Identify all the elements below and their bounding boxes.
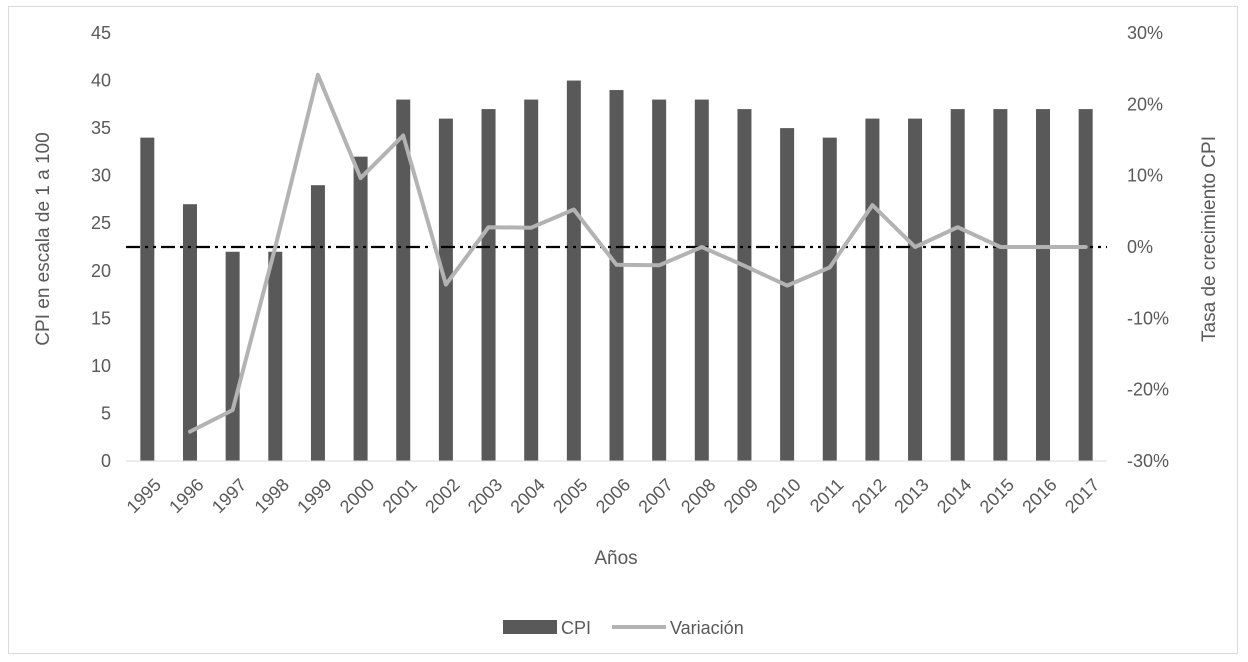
y-left-tick-label: 25 (91, 213, 111, 233)
x-tick-label: 2000 (336, 475, 378, 517)
y-left-tick-label: 5 (101, 403, 111, 423)
x-tick-label: 1999 (293, 475, 335, 517)
cpi-bar (1036, 109, 1051, 461)
y-left-tick-label: 35 (91, 118, 111, 138)
y-left-tick-label: 10 (91, 356, 111, 376)
y-left-tick-label: 40 (91, 71, 111, 91)
x-tick-label: 2017 (1061, 475, 1103, 517)
x-tick-label: 1997 (208, 475, 250, 517)
legend-variacion-label: Variación (670, 618, 744, 638)
y-right-tick-label: 30% (1127, 23, 1163, 43)
y-right-tick-label: 10% (1127, 166, 1163, 186)
cpi-bar (865, 118, 880, 461)
cpi-bar (780, 128, 795, 461)
x-tick-label: 2015 (976, 475, 1018, 517)
right-axis-ticks: -30% -20% -10% 0% 10% 20% 30% (1127, 23, 1169, 471)
y-left-axis-title: CPI en escala de 1 a 100 (33, 132, 54, 345)
y-right-tick-label: 0% (1127, 237, 1153, 257)
y-right-axis-title: Tasa de crecimiento CPI (1199, 136, 1220, 342)
x-axis-title: Años (594, 548, 637, 569)
x-tick-label: 2013 (890, 475, 932, 517)
cpi-bar (1078, 109, 1093, 461)
cpi-bar (993, 109, 1008, 461)
left-axis-ticks: 0 5 10 15 20 25 30 35 40 45 (91, 23, 111, 471)
x-axis-labels: 1995 1996 1997 1998 1999 2000 2001 2002 2003 2004… (123, 475, 1104, 517)
cpi-bar (822, 137, 837, 461)
cpi-bar (140, 137, 155, 461)
legend-cpi-label: CPI (561, 618, 591, 638)
cpi-bar (225, 251, 240, 461)
cpi-bar (310, 185, 325, 461)
x-tick-label: 2004 (506, 475, 548, 517)
x-tick-label: 2003 (464, 475, 506, 517)
chart-svg: 0 5 10 15 20 25 30 35 40 45 -30% -20% -10% 0% 10% 20% 3… (33, 23, 1220, 638)
cpi-bars (140, 80, 1093, 462)
cpi-bar (182, 204, 197, 461)
cpi-bar (396, 99, 411, 462)
cpi-bar (652, 99, 667, 462)
y-left-tick-label: 45 (91, 23, 111, 43)
x-tick-label: 2001 (379, 475, 421, 517)
x-tick-label: 1998 (251, 475, 293, 517)
x-tick-label: 2011 (806, 475, 848, 517)
x-tick-label: 2007 (634, 475, 676, 517)
cpi-bar (737, 109, 752, 461)
y-right-tick-label: 20% (1127, 94, 1163, 114)
cpi-bar (268, 251, 283, 461)
y-right-tick-label: -10% (1127, 308, 1169, 328)
cpi-bar (438, 118, 453, 461)
cpi-bar (481, 109, 496, 461)
cpi-bar (908, 118, 923, 461)
x-tick-label: 2009 (720, 475, 762, 517)
cpi-bar (694, 99, 709, 462)
y-left-tick-label: 30 (91, 166, 111, 186)
x-tick-label: 2002 (421, 475, 463, 517)
variacion-line (188, 72, 1088, 434)
x-tick-label: 2005 (549, 475, 591, 517)
legend: CPI Variación (503, 618, 744, 638)
cpi-bar (609, 90, 624, 462)
x-tick-label: 2012 (848, 475, 890, 517)
y-right-tick-label: -20% (1127, 380, 1169, 400)
x-tick-label: 2010 (762, 475, 804, 517)
x-tick-label: 1995 (123, 475, 165, 517)
x-tick-label: 2008 (677, 475, 719, 517)
y-left-tick-label: 15 (91, 308, 111, 328)
cpi-bar (353, 156, 368, 461)
x-tick-label: 1996 (165, 475, 207, 517)
cpi-bar (566, 80, 581, 462)
cpi-bar (524, 99, 539, 462)
cpi-bar (950, 109, 965, 461)
x-tick-label: 2014 (933, 475, 975, 517)
y-left-tick-label: 0 (101, 451, 111, 471)
chart-container: 0 5 10 15 20 25 30 35 40 45 -30% -20% -10% 0% 10% 20% 3… (8, 6, 1238, 654)
y-left-tick-label: 20 (91, 261, 111, 281)
x-tick-label: 2006 (592, 475, 634, 517)
x-tick-label: 2016 (1018, 475, 1060, 517)
legend-cpi-swatch (503, 620, 557, 634)
y-right-tick-label: -30% (1127, 451, 1169, 471)
